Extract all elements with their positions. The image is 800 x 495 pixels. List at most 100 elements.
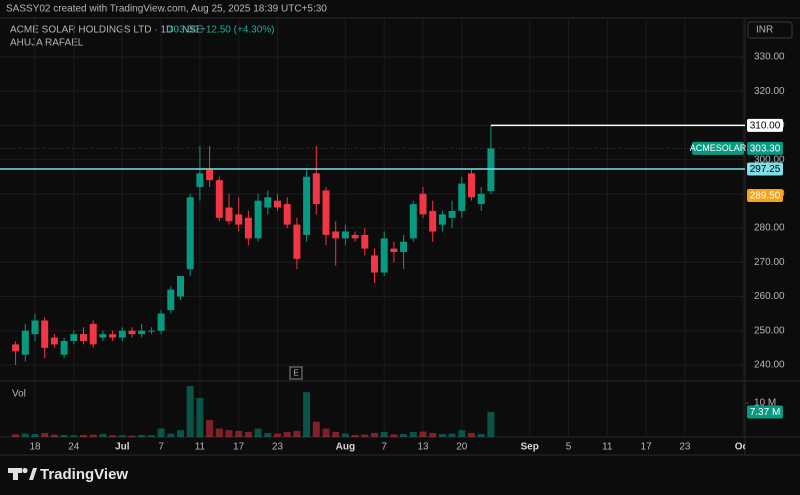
volume-bar [419,431,427,437]
volume-bar [12,434,20,437]
volume-bar [206,420,214,437]
currency-box[interactable] [747,21,793,39]
volume-bar [448,433,456,437]
volume-bar [312,421,320,437]
logo [8,467,37,480]
volume-bar [41,432,49,437]
volume-bar [303,392,311,437]
candle-body [312,173,320,205]
candle-body [244,217,252,239]
volume-bar [477,433,485,437]
candle-body [390,248,398,253]
candle-body [400,241,408,253]
volume-bar [264,432,272,437]
x-tick-label: 7 [381,442,387,453]
volume-bar [186,386,194,437]
volume-title: Vol [12,389,26,400]
volume-bar [167,433,175,437]
candle-body [109,334,117,338]
candle-body [341,231,349,239]
candle-body [361,234,369,249]
candle-body [429,210,437,232]
volume-bar [70,435,78,437]
candle-body [371,255,378,273]
volume-bar [235,430,243,437]
x-tick-label: 18 [29,442,41,453]
candle-body [31,320,39,335]
x-tick-label: 23 [679,442,691,453]
author: AHUJA RAFAEL [10,38,84,49]
x-tick-label: 17 [641,442,653,453]
candle-body [458,183,466,211]
volume-bar [371,432,378,437]
volume-bar [390,434,398,437]
price-label-box [747,141,783,155]
volume-bar [21,433,29,437]
volume-bar [60,434,68,437]
y-tick-label: 270.00 [754,257,785,268]
candle-body [215,180,223,218]
symbol-label: ACMESOLAR [690,143,747,153]
candle-body [177,275,184,297]
candle-body [80,334,87,341]
price-label-box [747,162,783,176]
candle-body [89,323,97,345]
y-tick-label: 330.00 [754,52,785,63]
brand: TradingView [40,466,128,483]
candle-body [332,231,340,239]
candle-body [322,190,330,235]
candle-body [351,234,359,239]
attribution: SASSY02 created with TradingView.com, Au… [6,4,327,15]
price-change: +12.50 (+4.30%) [200,25,275,36]
candle-body [206,169,214,181]
volume-bar [138,434,146,437]
volume-bar [89,434,97,437]
volume-bar [380,431,388,437]
candle-body [12,344,20,352]
volume-bar [147,435,155,437]
candle-body [21,330,29,355]
candle-body [60,340,68,355]
candle-body [477,193,485,205]
x-tick-label: 11 [195,442,206,453]
earnings-marker-label[interactable]: E [293,369,298,378]
earnings-marker[interactable] [289,366,303,380]
volume-bar [458,430,466,437]
candle-body [128,330,136,335]
x-tick-label: 13 [417,442,429,453]
y-tick-label: 250.00 [754,325,785,336]
volume-bar [322,428,330,437]
candle-body [264,197,272,208]
volume-bar [361,434,369,437]
candle-body [41,320,49,348]
volume-bar [409,431,417,437]
y-tick-label: 320.00 [754,86,785,97]
candle-body [157,313,165,331]
x-tick-label: Oct [735,442,752,453]
candle-body [274,200,281,208]
x-tick-label: 7 [158,442,164,453]
volume-bar [283,431,291,437]
y-tick-label: 260.00 [754,291,785,302]
x-tick-label: Sep [521,442,539,453]
volume-bar [215,428,223,437]
candle-body [235,214,243,225]
candle-body [147,330,155,332]
y-tick-label: 280.00 [754,223,785,234]
currency[interactable]: INR [756,25,773,36]
volume-bar [400,433,408,437]
last-price: 303.30 [168,25,199,36]
candle-body [225,207,233,222]
x-tick-label: 11 [602,442,613,453]
volume-bar [225,430,233,437]
candle-body [438,214,446,225]
candle-body [138,330,146,335]
x-tick-label: Jul [115,442,130,453]
candle-body [50,337,58,345]
volume-tick-label: 10 M [754,398,776,409]
x-tick-label: 20 [456,442,468,453]
price-label: 303.30 [750,143,781,154]
volume-bar [80,434,87,437]
